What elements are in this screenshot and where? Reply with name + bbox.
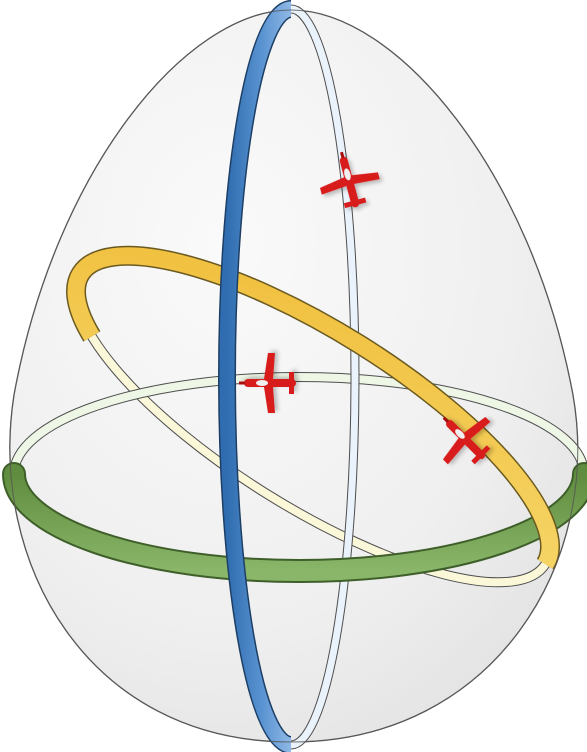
egg-outline — [9, 9, 579, 743]
blue-ring-front — [219, 1, 292, 752]
aircraft-right-icon — [442, 416, 491, 465]
yellow-ring-front — [66, 245, 560, 593]
aircraft-top-icon — [319, 151, 380, 209]
aircraft-center-icon — [239, 353, 296, 413]
